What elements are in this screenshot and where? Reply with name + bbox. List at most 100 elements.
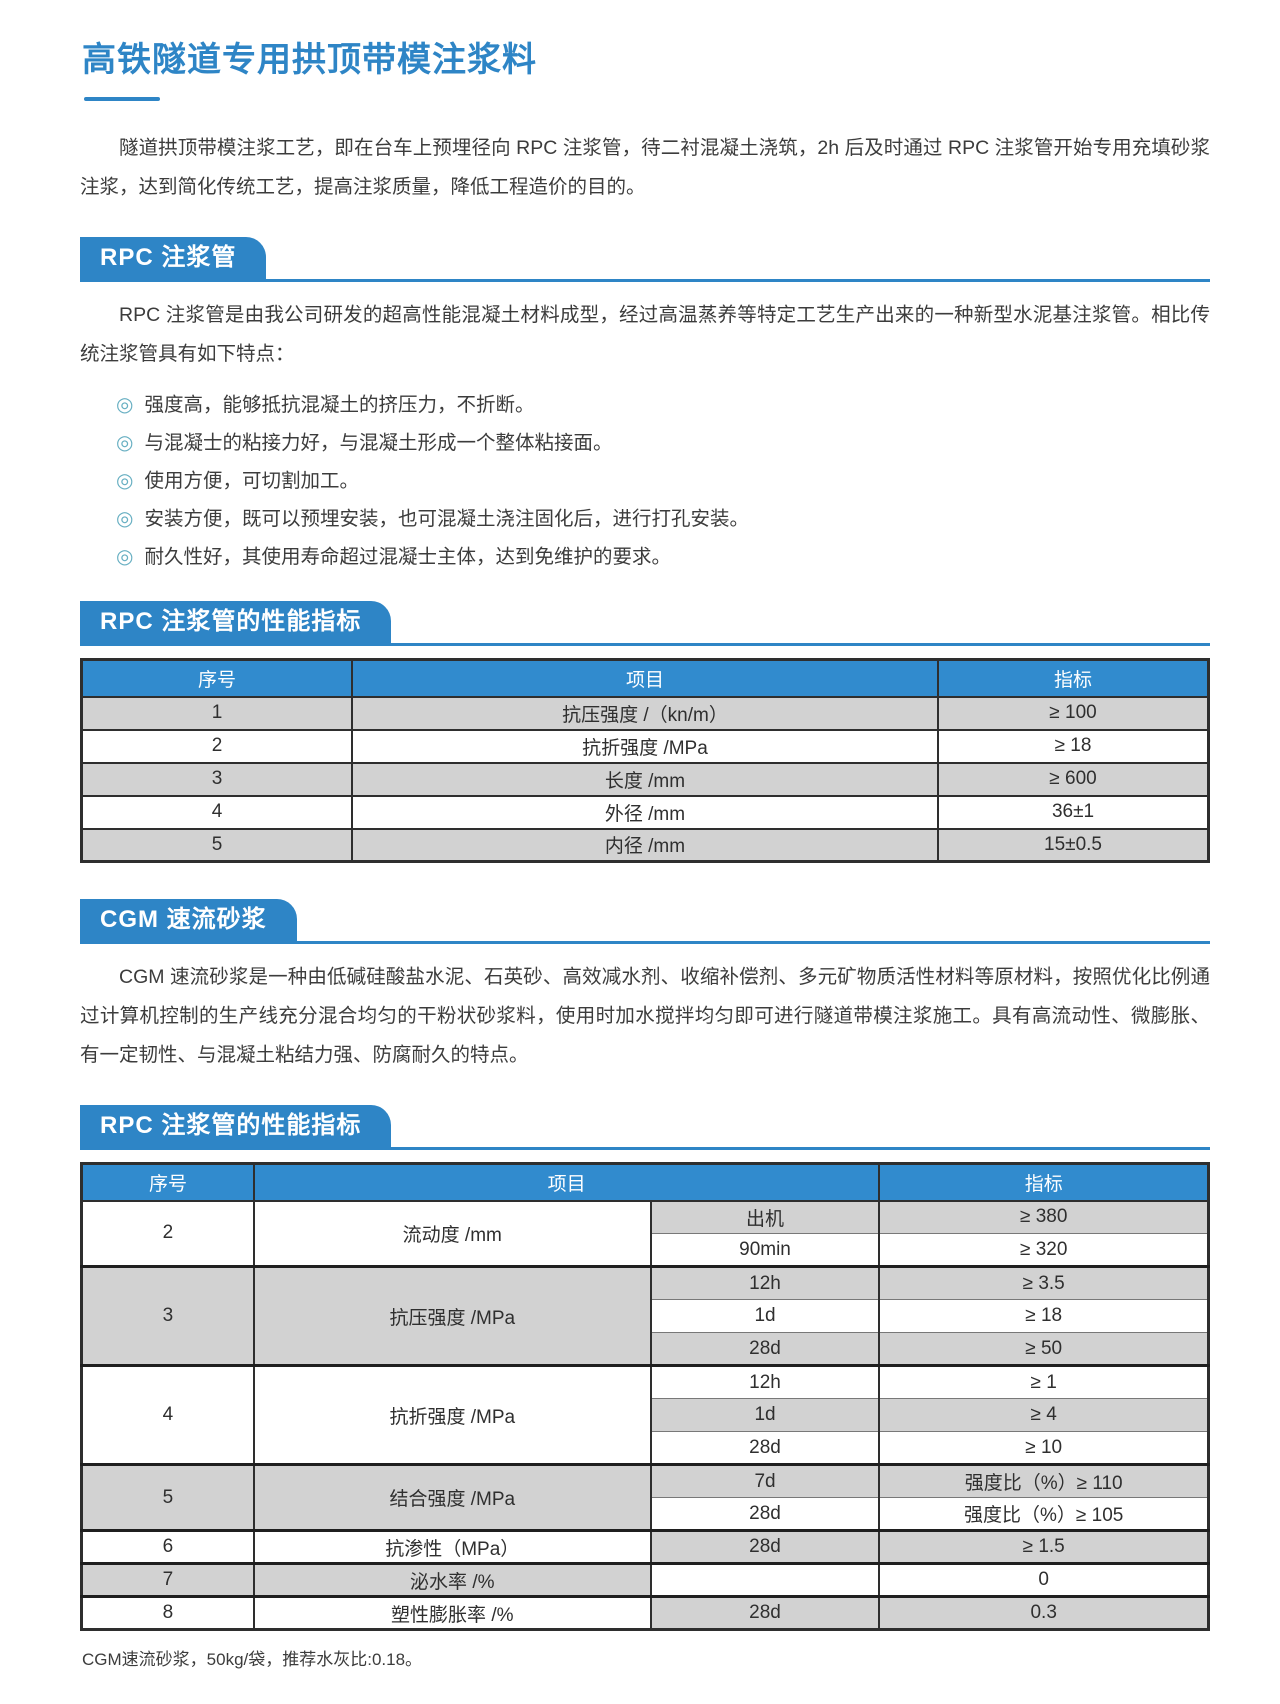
list-item: ◎ 安装方便，既可以预埋安装，也可混凝土浇注固化后，进行打孔安装。 — [116, 506, 1210, 533]
table-cell: 2 — [80, 728, 353, 763]
table-row: 28d ≥ 50 — [82, 1332, 1210, 1366]
table-row: 1 抗压强度 /（kn/m） ≥ 100 — [80, 695, 1210, 730]
table-cell: 36±1 — [937, 794, 1210, 829]
table-header-cell: 项目 — [350, 659, 940, 697]
table-row: 1d ≥ 4 — [82, 1398, 1210, 1432]
section-banner-row-cgm: CGM 速流砂浆 — [80, 899, 1210, 944]
table-cell: ≥ 100 — [937, 695, 1210, 730]
table-cell: 外径 /mm — [350, 794, 940, 829]
table-row: 5 内径 /mm 15±0.5 — [80, 827, 1210, 862]
table-row: 90min ≥ 320 — [82, 1233, 1210, 1267]
section-banner-row-cgm-table: RPC 注浆管的性能指标 — [80, 1105, 1210, 1150]
table-row: 2 抗折强度 /MPa ≥ 18 — [80, 728, 1210, 763]
table-cell: 4 — [80, 1364, 255, 1465]
table-header-cell: 项目 — [252, 1163, 881, 1201]
table-cell: 强度比（%）≥ 110 — [878, 1463, 1210, 1498]
table-cell: 6 — [80, 1529, 255, 1564]
section-banner-cgm: CGM 速流砂浆 — [80, 899, 297, 941]
table-cell: 强度比（%）≥ 105 — [878, 1497, 1210, 1531]
table-cell: 0 — [878, 1562, 1210, 1597]
title-underline — [84, 97, 160, 101]
table-cell: 12h — [649, 1265, 881, 1300]
intro-paragraph: 隧道拱顶带模注浆工艺，即在台车上预埋径向 RPC 注浆管，待二衬混凝土浇筑，2h… — [80, 137, 1210, 198]
list-item-text: 使用方便，可切割加工。 — [144, 470, 359, 492]
table-row: 3 抗压强度 /MPa 12h ≥ 3.5 — [80, 1265, 1210, 1366]
table-cell: ≥ 380 — [878, 1199, 1210, 1234]
cgm-intro-paragraph: CGM 速流砂浆是一种由低碱硅酸盐水泥、石英砂、高效减水剂、收缩补偿剂、多元矿物… — [80, 966, 1210, 1066]
table-row: 3 长度 /mm ≥ 600 — [80, 761, 1210, 796]
table-cell: 12h — [649, 1364, 881, 1399]
table-row: 4 外径 /mm 36±1 — [80, 794, 1210, 829]
table-cell: 内径 /mm — [350, 827, 940, 862]
table-header-row: 序号 项目 指标 — [80, 659, 1210, 697]
table-cell: 8 — [80, 1595, 255, 1630]
table-row: 2 流动度 /mm 出机 ≥ 380 — [80, 1199, 1210, 1267]
bullseye-bullet-icon: ◎ — [116, 394, 134, 416]
table-cell: ≥ 50 — [878, 1332, 1210, 1366]
table-header-cell: 指标 — [937, 659, 1210, 697]
table-footnote: CGM速流砂浆，50kg/袋，推荐水灰比:0.18。 — [82, 1650, 423, 1669]
table-cell: 3 — [80, 1265, 255, 1366]
rpc-intro-paragraph: RPC 注浆管是由我公司研发的超高性能混凝土材料成型，经过高温蒸养等特定工艺生产… — [80, 304, 1210, 365]
table-cell: ≥ 1.5 — [878, 1529, 1210, 1564]
section-banner-cgm-table: RPC 注浆管的性能指标 — [80, 1105, 392, 1147]
list-item-text: 与混凝士的粘接力好，与混凝土形成一个整体粘接面。 — [144, 432, 613, 454]
table-row: 4 抗折强度 /MPa 12h ≥ 1 — [80, 1364, 1210, 1465]
table-cell: 7d — [649, 1463, 881, 1498]
table-cell: 结合强度 /MPa — [252, 1463, 652, 1531]
list-item-text: 强度高，能够抵抗混凝土的挤压力，不折断。 — [144, 394, 535, 416]
section-banner-row-rpc: RPC 注浆管 — [80, 237, 1210, 282]
table-cell: ≥ 320 — [878, 1233, 1210, 1267]
table-cell: 抗折强度 /MPa — [252, 1364, 652, 1465]
table-cell: 7 — [80, 1562, 255, 1597]
table-row: 7 泌水率 /% 0 — [80, 1562, 1210, 1597]
table-cell: 抗渗性（MPa） — [252, 1529, 652, 1564]
table-cell: 28d — [649, 1431, 881, 1465]
table-cell: 塑性膨胀率 /% — [252, 1595, 652, 1630]
table-row: 8 塑性膨胀率 /% 28d 0.3 — [80, 1595, 1210, 1630]
table-cell: ≥ 3.5 — [878, 1265, 1210, 1300]
table-cell: 28d — [649, 1529, 881, 1564]
section-banner-rpc: RPC 注浆管 — [80, 237, 267, 279]
table-cell — [649, 1562, 881, 1597]
table-cell: ≥ 600 — [937, 761, 1210, 796]
section-banner-rpc-table: RPC 注浆管的性能指标 — [80, 601, 392, 643]
table-cell: 抗压强度 /MPa — [252, 1265, 652, 1366]
table-cell: 0.3 — [878, 1595, 1210, 1630]
table-row: 28d ≥ 10 — [82, 1431, 1210, 1465]
list-item: ◎ 与混凝士的粘接力好，与混凝土形成一个整体粘接面。 — [116, 430, 1210, 457]
table-header-cell: 指标 — [878, 1163, 1210, 1201]
bullseye-bullet-icon: ◎ — [116, 432, 134, 454]
section-banner-row-rpc-table: RPC 注浆管的性能指标 — [80, 601, 1210, 646]
list-item: ◎ 强度高，能够抵抗混凝土的挤压力，不折断。 — [116, 392, 1210, 419]
table-header-cell: 序号 — [80, 659, 353, 697]
table-cell: 长度 /mm — [350, 761, 940, 796]
table-cell: 15±0.5 — [937, 827, 1210, 862]
table-cell: 2 — [80, 1199, 255, 1267]
table-cell: 1 — [80, 695, 353, 730]
table-cell: 28d — [649, 1595, 881, 1630]
table-cell: 1d — [649, 1299, 881, 1333]
table-cell: 5 — [80, 827, 353, 862]
table-cell: 28d — [649, 1332, 881, 1366]
table-cell: 3 — [80, 761, 353, 796]
table-cell: ≥ 4 — [878, 1398, 1210, 1432]
bullseye-bullet-icon: ◎ — [116, 546, 134, 568]
bullseye-bullet-icon: ◎ — [116, 470, 134, 492]
table-cell: 4 — [80, 794, 353, 829]
rpc-feature-list: ◎ 强度高，能够抵抗混凝土的挤压力，不折断。 ◎ 与混凝士的粘接力好，与混凝土形… — [80, 392, 1210, 571]
table-row: 6 抗渗性（MPa） 28d ≥ 1.5 — [80, 1529, 1210, 1564]
table-cell: ≥ 18 — [937, 728, 1210, 763]
cgm-performance-table: 序号 项目 指标 2 流动度 /mm 出机 ≥ 380 90min ≥ 320 … — [80, 1162, 1210, 1631]
page-title: 高铁隧道专用拱顶带模注浆料 — [82, 41, 537, 79]
table-cell: 1d — [649, 1398, 881, 1432]
table-cell: 90min — [649, 1233, 881, 1267]
bullseye-bullet-icon: ◎ — [116, 508, 134, 530]
table-cell: 28d — [649, 1497, 881, 1531]
table-cell: 泌水率 /% — [252, 1562, 652, 1597]
rpc-performance-table: 序号 项目 指标 1 抗压强度 /（kn/m） ≥ 100 2 抗折强度 /MP… — [80, 658, 1210, 863]
table-row: 5 结合强度 /MPa 7d 强度比（%）≥ 110 — [80, 1463, 1210, 1531]
table-header-cell: 序号 — [80, 1163, 255, 1201]
table-cell: 抗压强度 /（kn/m） — [350, 695, 940, 730]
